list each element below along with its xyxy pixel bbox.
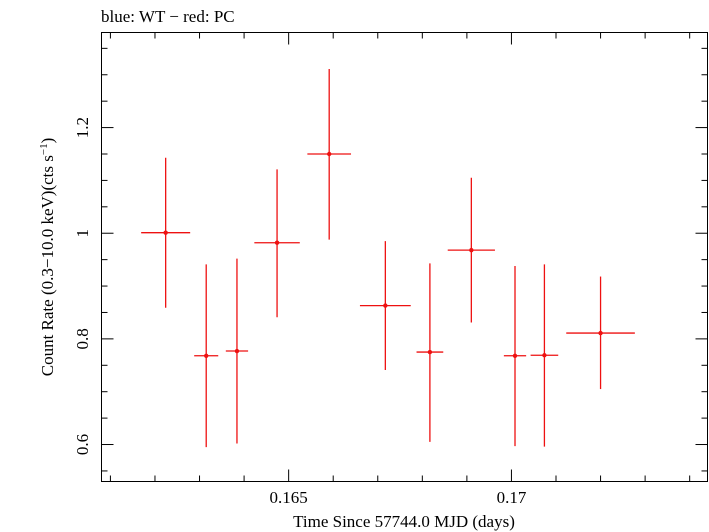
data-point <box>359 241 411 371</box>
chart-title: blue: WT − red: PC <box>101 7 235 26</box>
data-point <box>566 276 635 390</box>
axis-tick-labels: 0.165 0.17 0.6 0.8 1 1.2 <box>73 117 527 507</box>
data-marker <box>326 151 332 157</box>
data-point <box>416 263 444 442</box>
y-axis-label-main: Count Rate (0.3−10.0 keV)(cts s <box>38 155 57 376</box>
data-marker <box>383 303 388 308</box>
y-tick-label: 1 <box>73 229 92 238</box>
y-axis-label-close: ) <box>38 138 57 144</box>
data-marker <box>598 330 603 336</box>
data-marker <box>427 349 433 355</box>
y-axis-label-sup: −1 <box>38 143 50 155</box>
data-marker <box>204 353 209 358</box>
data-marker <box>469 247 474 253</box>
data-point <box>225 258 249 444</box>
y-axis-label: Count Rate (0.3−10.0 keV)(cts s−1) <box>38 138 57 377</box>
y-tick-label: 1.2 <box>73 117 92 138</box>
data-point <box>530 264 559 447</box>
data-point <box>447 177 495 323</box>
data-marker <box>512 353 518 358</box>
data-marker <box>542 353 547 358</box>
x-tick-label: 0.17 <box>497 488 527 507</box>
data-marker <box>163 230 168 235</box>
y-tick-label: 0.8 <box>73 328 92 349</box>
data-point <box>194 264 219 448</box>
y-tick-label: 0.6 <box>73 434 92 455</box>
data-series-pc <box>141 68 635 448</box>
data-point <box>503 265 527 447</box>
x-axis-label: Time Since 57744.0 MJD (days) <box>293 512 515 531</box>
plot-frame <box>101 32 708 482</box>
axis-ticks <box>101 32 708 482</box>
data-point <box>254 169 300 318</box>
data-point <box>141 157 191 308</box>
x-tick-label: 0.165 <box>270 488 308 507</box>
data-point <box>307 68 352 240</box>
data-marker <box>274 240 280 245</box>
data-marker <box>234 348 240 354</box>
